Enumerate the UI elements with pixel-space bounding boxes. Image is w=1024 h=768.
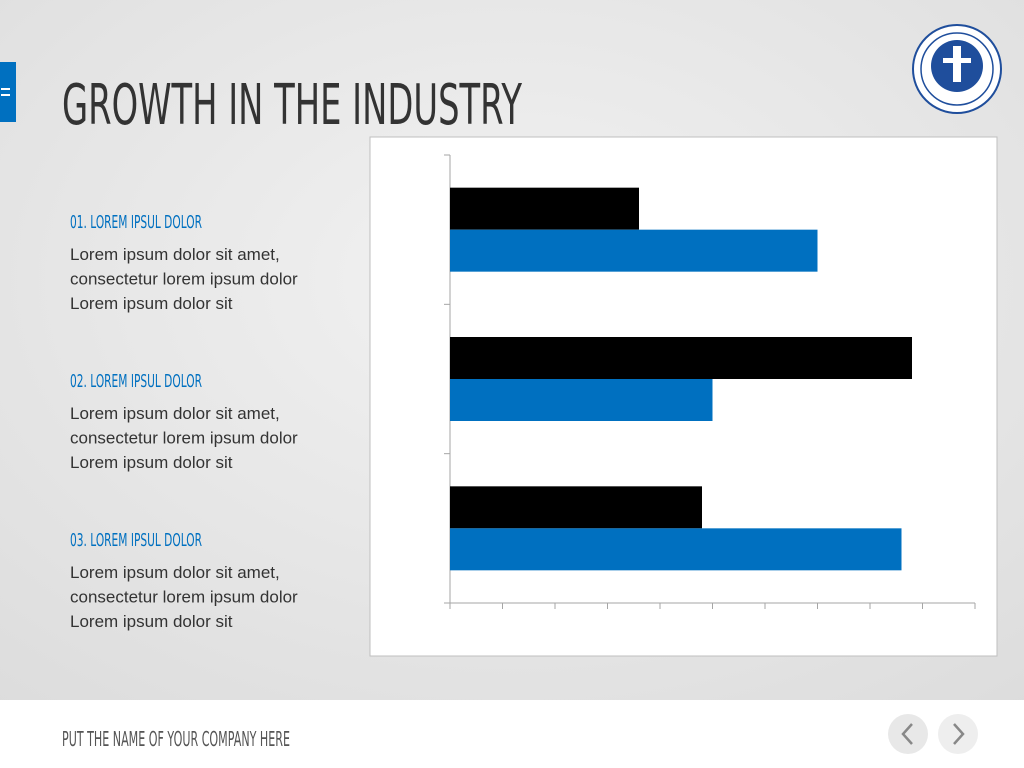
item-text: Lorem ipsum dolor sit: [70, 294, 233, 313]
next-button[interactable]: [938, 714, 978, 754]
bar: [450, 528, 902, 571]
item-text: consectetur lorem ipsum dolor: [70, 588, 298, 607]
item-text: consectetur lorem ipsum dolor: [70, 270, 298, 289]
item-text: consectetur lorem ipsum dolor: [70, 429, 298, 448]
menu-icon: [1, 94, 10, 96]
menu-icon: [1, 88, 10, 90]
prev-button[interactable]: [888, 714, 928, 754]
item-text: Lorem ipsum dolor sit: [70, 453, 233, 472]
bar: [450, 229, 818, 272]
footer-band: [0, 700, 1024, 768]
item-heading: 01. LOREM IPSUL DOLOR: [70, 212, 202, 233]
item-text: Lorem ipsum dolor sit amet,: [70, 563, 280, 582]
item-text: Lorem ipsum dolor sit amet,: [70, 245, 280, 264]
item-text: Lorem ipsum dolor sit amet,: [70, 404, 280, 423]
bar: [450, 486, 702, 529]
menu-tab[interactable]: [0, 62, 16, 122]
logo: [912, 24, 1002, 114]
bar: [450, 187, 639, 230]
slide-title: GROWTH IN THE INDUSTRY: [62, 73, 522, 138]
bar: [450, 337, 912, 379]
item-text: Lorem ipsum dolor sit: [70, 612, 233, 631]
item-heading: 03. LOREM IPSUL DOLOR: [70, 530, 202, 551]
company-name: PUT THE NAME OF YOUR COMPANY HERE: [62, 727, 290, 751]
bar: [450, 379, 713, 421]
item-heading: 02. LOREM IPSUL DOLOR: [70, 371, 202, 392]
